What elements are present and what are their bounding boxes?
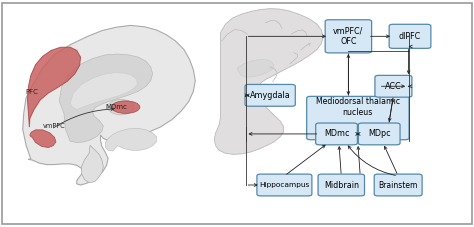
Text: ACC: ACC — [385, 82, 402, 91]
Polygon shape — [27, 47, 81, 127]
FancyBboxPatch shape — [358, 123, 400, 145]
FancyBboxPatch shape — [325, 20, 372, 53]
FancyBboxPatch shape — [257, 174, 312, 196]
Text: Mediodorsal thalamic
nucleus: Mediodorsal thalamic nucleus — [316, 97, 400, 117]
Text: Brainstem: Brainstem — [378, 180, 418, 190]
FancyBboxPatch shape — [374, 174, 422, 196]
Text: vmPFC/
OFC: vmPFC/ OFC — [333, 27, 364, 46]
Polygon shape — [30, 130, 56, 148]
FancyBboxPatch shape — [318, 174, 365, 196]
FancyBboxPatch shape — [307, 96, 409, 140]
Ellipse shape — [111, 101, 140, 113]
Text: Midbrain: Midbrain — [324, 180, 359, 190]
Text: PFC: PFC — [26, 89, 39, 95]
FancyBboxPatch shape — [389, 24, 431, 48]
FancyBboxPatch shape — [245, 84, 295, 106]
Text: Hippocampus: Hippocampus — [259, 182, 310, 188]
Polygon shape — [105, 128, 156, 151]
Text: Amygdala: Amygdala — [250, 91, 291, 100]
Polygon shape — [23, 25, 195, 185]
FancyBboxPatch shape — [375, 75, 412, 97]
Ellipse shape — [108, 99, 134, 115]
Text: dlPFC: dlPFC — [399, 32, 421, 41]
Polygon shape — [237, 59, 274, 77]
Polygon shape — [82, 145, 103, 183]
Polygon shape — [59, 54, 153, 143]
Text: MDmc: MDmc — [105, 104, 127, 110]
FancyBboxPatch shape — [2, 3, 472, 224]
Polygon shape — [214, 9, 323, 154]
Polygon shape — [70, 73, 137, 109]
Text: MDpc: MDpc — [368, 129, 391, 138]
Text: vmPFC: vmPFC — [43, 123, 66, 129]
Text: MDmc: MDmc — [324, 129, 349, 138]
FancyBboxPatch shape — [316, 123, 357, 145]
